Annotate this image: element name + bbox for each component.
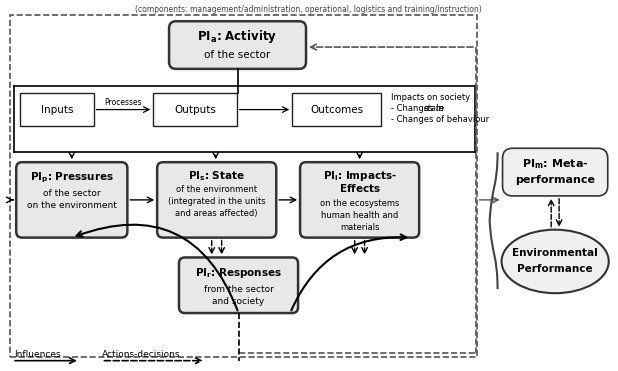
Text: on the environment: on the environment [27,201,117,210]
Text: state: state [424,104,445,113]
Text: (integrated in the units: (integrated in the units [168,197,266,206]
Text: performance: performance [515,175,595,185]
FancyBboxPatch shape [157,162,276,237]
Bar [11,15,476,357]
Text: and society: and society [213,297,265,306]
Text: Outputs: Outputs [174,105,216,115]
Text: $\bf{PI_s}$: State: $\bf{PI_s}$: State [188,169,245,183]
FancyBboxPatch shape [169,21,306,69]
Text: and areas affected): and areas affected) [176,209,258,218]
Text: on the ecosystems: on the ecosystems [320,199,399,209]
Text: $\bf{Effects}$: $\bf{Effects}$ [339,182,381,194]
Ellipse shape [502,230,609,293]
FancyBboxPatch shape [179,257,298,313]
Text: Performance: Performance [517,265,593,275]
Text: $\bf{PI_i}$: Impacts-: $\bf{PI_i}$: Impacts- [323,169,397,183]
Text: $\bf{PI_r}$: Responses: $\bf{PI_r}$: Responses [195,266,282,280]
Text: $\bf{PI_m}$: Meta-: $\bf{PI_m}$: Meta- [522,157,588,171]
Text: Environmental: Environmental [512,249,598,259]
Text: - Changes in: - Changes in [391,104,447,113]
Bar [292,93,381,127]
Text: of the environment: of the environment [176,186,257,194]
Text: of the sector: of the sector [205,50,271,60]
Text: materials: materials [340,223,379,232]
Text: human health and: human health and [321,211,398,220]
Text: of the sector: of the sector [43,190,101,198]
Text: Inputs: Inputs [41,105,73,115]
Text: Outcomes: Outcomes [310,105,363,115]
Text: (components: management/administration, operational, logistics and training/inst: (components: management/administration, … [135,5,481,14]
Text: Influences: Influences [14,350,61,359]
Bar [153,93,237,127]
Text: from the sector: from the sector [203,285,274,294]
FancyBboxPatch shape [16,162,127,237]
Text: Processes: Processes [104,98,142,107]
FancyBboxPatch shape [502,148,607,196]
Text: Impacts on society: Impacts on society [391,93,470,102]
Text: - Changes of behaviour: - Changes of behaviour [391,115,489,124]
FancyBboxPatch shape [300,162,419,237]
Text: $\bf{PI_a}$: Activity: $\bf{PI_a}$: Activity [197,27,277,45]
Text: Actions-decisions: Actions-decisions [102,350,180,359]
Text: $\bf{PI_p}$: Pressures: $\bf{PI_p}$: Pressures [30,171,114,185]
Bar [20,93,93,127]
